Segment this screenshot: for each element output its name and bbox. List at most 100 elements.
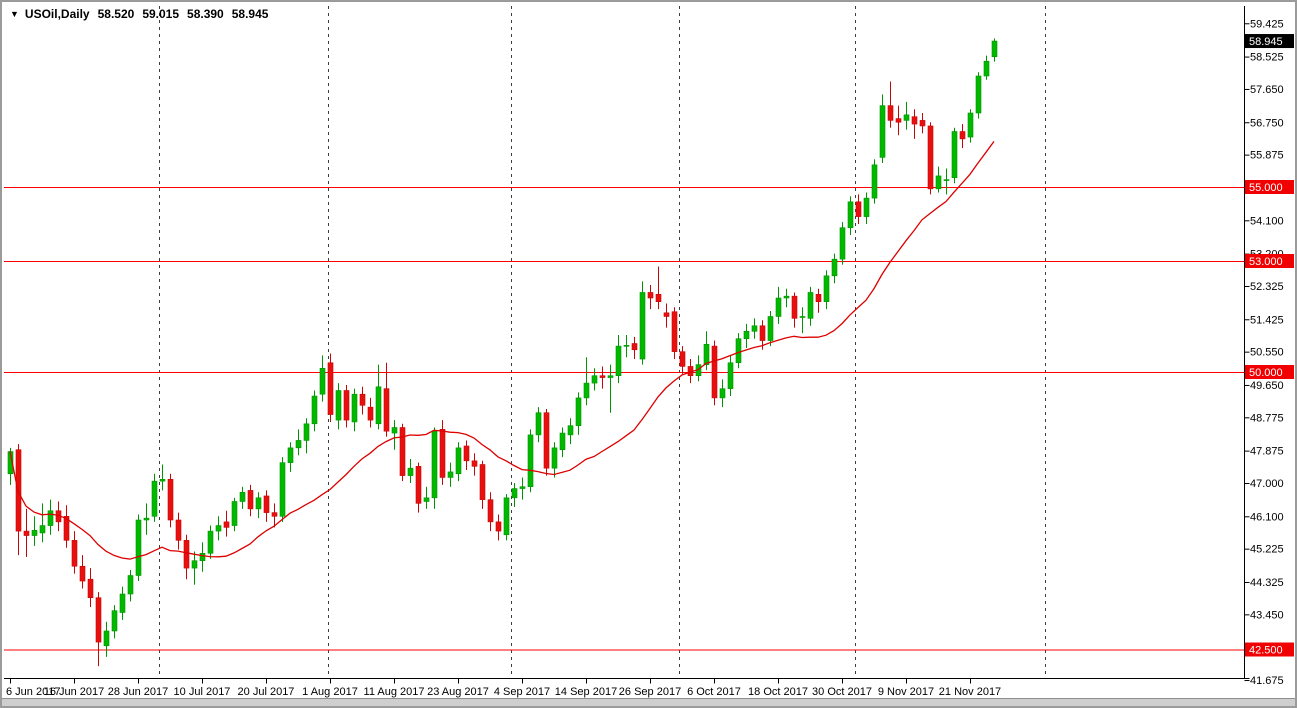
price-tick-label: 54.100 — [1250, 215, 1284, 227]
candle-body — [239, 491, 246, 502]
candle-body — [599, 375, 606, 378]
candle-body — [335, 390, 342, 421]
symbol-timeframe-label: USOil,Daily — [24, 7, 90, 21]
date-tick-label: 11 Aug 2017 — [364, 686, 425, 698]
candle-body — [543, 412, 550, 469]
candle-body — [567, 425, 574, 436]
candle-body — [671, 311, 678, 352]
candle-body — [151, 480, 158, 517]
candle-body — [127, 575, 134, 595]
price-tick-label: 47.000 — [1250, 478, 1284, 490]
price-tick-label: 46.100 — [1250, 511, 1284, 523]
candle-body — [751, 325, 758, 332]
candle-body — [39, 525, 46, 534]
symbol-dropdown-triangle-icon[interactable]: ▼ — [10, 9, 19, 19]
candle-body — [503, 497, 510, 536]
candle-body — [783, 295, 790, 299]
candle-body — [639, 292, 646, 360]
candle-body — [799, 316, 806, 318]
price-tick-label: 50.550 — [1250, 347, 1284, 359]
candle-body — [535, 412, 542, 436]
price-tick-label: 45.225 — [1250, 544, 1284, 556]
candle-body — [303, 423, 310, 441]
candle-body — [71, 540, 78, 567]
candle-body — [175, 519, 182, 541]
date-tick-label: 14 Sep 2017 — [555, 686, 617, 698]
candle-body — [775, 297, 782, 317]
candle-body — [407, 467, 414, 476]
candle-body — [935, 175, 942, 190]
candle-body — [287, 447, 294, 463]
candle-body — [31, 530, 38, 536]
candle-body — [663, 312, 670, 317]
date-tick-label: 26 Sep 2017 — [619, 686, 681, 698]
candle-body — [415, 466, 422, 504]
price-tick-label: 52.325 — [1250, 281, 1284, 293]
candle-body — [327, 362, 334, 415]
candle-body — [223, 521, 230, 528]
candle-body — [791, 295, 798, 319]
date-tick-label: 4 Sep 2017 — [494, 686, 550, 698]
moving-average-line — [9, 141, 995, 560]
candle-body — [951, 131, 958, 179]
candle-body — [279, 462, 286, 517]
candle-body — [607, 375, 614, 378]
candle-body — [559, 432, 566, 450]
price-tick-label: 59.425 — [1250, 18, 1284, 30]
candle-body — [479, 464, 486, 500]
candle-body — [759, 325, 766, 341]
candle-body — [647, 292, 654, 299]
candle-body — [519, 486, 526, 489]
candle-body — [927, 125, 934, 190]
candle-body — [367, 406, 374, 421]
level-price-badge-label: 50.000 — [1249, 367, 1283, 379]
candle-body — [551, 447, 558, 469]
price-tick-label: 48.775 — [1250, 412, 1284, 424]
level-price-badge-label: 42.500 — [1249, 645, 1283, 657]
candle-body — [191, 560, 198, 569]
date-tick-label: 9 Nov 2017 — [878, 686, 934, 698]
candle-body — [447, 471, 454, 478]
quote-close: 58.945 — [231, 7, 269, 21]
candle-body — [343, 390, 350, 421]
candle-body — [815, 293, 822, 302]
price-tick-label: 49.650 — [1250, 380, 1284, 392]
axes — [4, 6, 1250, 679]
candle-body — [95, 597, 102, 643]
candle-body — [87, 578, 94, 599]
date-tick-label: 23 Aug 2017 — [427, 686, 489, 698]
candles-layer — [7, 38, 998, 667]
chart-title-bar: ▼ USOil,Daily 58.520 59.015 58.390 58.94… — [10, 7, 268, 21]
candle-body — [399, 427, 406, 476]
candle-body — [767, 316, 774, 341]
candle-body — [255, 497, 262, 510]
candle-body — [655, 293, 662, 302]
candle-body — [623, 345, 630, 347]
level-price-badge-label: 55.000 — [1249, 182, 1283, 194]
price-tick-label: 43.450 — [1250, 609, 1284, 621]
candle-body — [919, 120, 926, 127]
current-price-badge — [1245, 34, 1294, 49]
date-tick-label: 28 Jun 2017 — [108, 686, 169, 698]
candle-body — [231, 501, 238, 526]
candle-body — [495, 521, 502, 532]
candle-body — [991, 40, 998, 58]
candle-body — [575, 397, 582, 426]
candle-body — [375, 386, 382, 425]
candle-body — [79, 565, 86, 582]
candle-body — [943, 179, 950, 181]
date-tick-label: 10 Jul 2017 — [174, 686, 231, 698]
candle-body — [871, 164, 878, 199]
date-tick-label: 16 Jun 2017 — [44, 686, 105, 698]
candle-body — [295, 440, 302, 449]
candle-body — [879, 105, 886, 158]
level-price-badge — [1245, 365, 1294, 379]
level-price-badge-label: 53.000 — [1249, 256, 1283, 268]
candle-body — [119, 593, 126, 613]
price-tick-label: 56.750 — [1250, 117, 1284, 129]
candle-body — [311, 395, 318, 425]
candle-body — [383, 388, 390, 432]
candle-body — [631, 343, 638, 351]
